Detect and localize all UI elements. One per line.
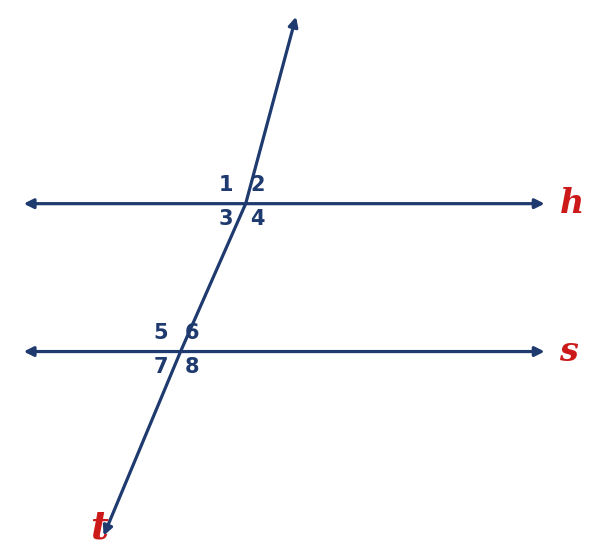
- Text: 5: 5: [154, 323, 168, 343]
- Text: h: h: [559, 187, 584, 220]
- Text: 3: 3: [219, 209, 233, 229]
- Text: 2: 2: [250, 175, 265, 195]
- Text: 7: 7: [154, 357, 168, 377]
- Text: s: s: [559, 335, 578, 368]
- Text: 6: 6: [185, 323, 200, 343]
- Text: 4: 4: [250, 209, 265, 229]
- Text: 8: 8: [185, 357, 200, 377]
- Text: t: t: [91, 508, 108, 546]
- Text: 1: 1: [219, 175, 233, 195]
